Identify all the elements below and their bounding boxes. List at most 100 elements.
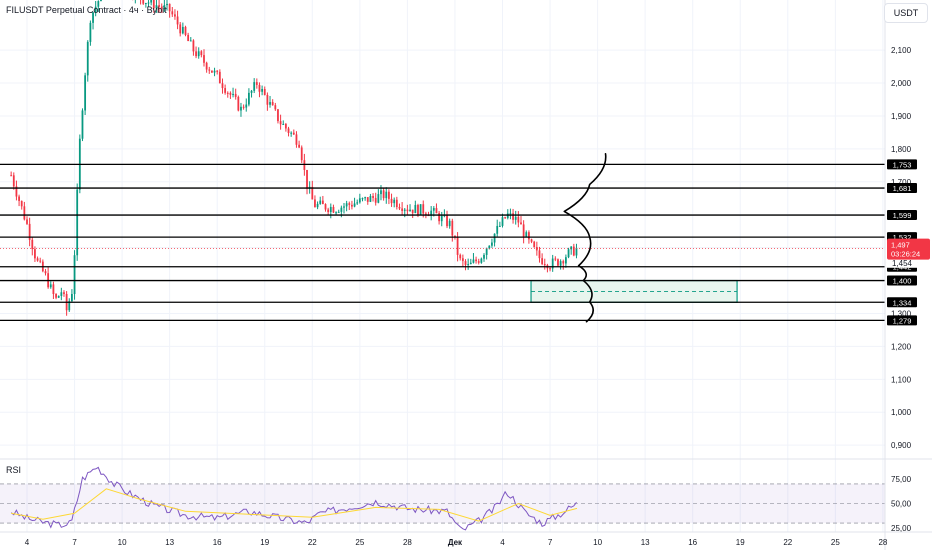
candle-body [414,204,417,214]
candle-body [68,301,71,311]
candle-body [195,51,197,57]
candle-body [282,123,285,125]
candle-body [504,217,507,219]
candle-body [211,70,213,73]
candle-body [377,194,380,203]
candle-body [142,0,145,4]
level-label-bg [887,183,917,194]
rsi-pane [0,458,932,531]
candle-body [306,169,308,189]
candle-body [295,134,298,145]
candle-body [475,259,477,262]
candle-body [97,1,100,7]
candle-body [197,51,200,57]
level-label: 1,753 [893,160,912,169]
candle-body [166,3,168,6]
candle-body [266,94,269,105]
candle-body [369,196,372,202]
candle-body [279,121,282,125]
candle-body [335,212,337,214]
candle-body [512,213,514,220]
candle-body [419,204,422,216]
candle-body [570,246,573,250]
candle-body [203,55,205,63]
currency-button[interactable]: USDT [884,3,928,23]
time-tick-label: 25 [355,538,364,547]
candle-body [311,186,314,200]
candle-body [483,254,485,259]
candle-body [63,292,65,294]
candle-body [229,92,232,95]
candle-body [459,254,462,259]
level-label: 1,532 [893,233,912,242]
candle-body [274,105,277,110]
candle-body [382,190,385,199]
candle-body [557,259,559,266]
candle-body [469,262,472,265]
candle-body [522,224,525,237]
candle-body [417,204,419,216]
price-tick-label: 2,100 [891,46,912,55]
level-label-bg [887,210,917,221]
candle-body [432,208,435,211]
candle-body [100,0,102,2]
candle-body [218,71,221,84]
candle-body [496,225,499,234]
rsi-tick-label: 50,00 [891,500,912,509]
candle-body [163,5,166,9]
candle-body [55,294,57,298]
countdown-label: 03:26:24 [891,250,920,259]
candle-body [385,191,388,199]
candle-body [467,264,470,266]
candle-body [430,210,433,216]
candle-body [374,197,377,203]
candle-body [565,257,567,264]
candle-body [234,93,237,97]
candle-body [49,284,52,288]
candle-body [406,209,409,212]
candle-body [316,203,319,208]
candle-body [160,6,163,9]
candle-body [23,206,26,220]
candle-body [250,90,253,93]
candle-body [422,204,425,214]
time-tick-label: 10 [593,538,602,547]
candle-body [150,0,153,3]
level-label: 1,334 [893,298,912,307]
candle-body [451,220,454,236]
candle-body [329,206,332,213]
candle-body [572,246,575,256]
candle-body [94,6,97,13]
candle-body [258,84,261,92]
candle-body [71,294,73,302]
price-labels: 1,7531,6811,5991,5321,4421,4001,3341,279… [887,159,930,326]
candle-body [158,5,160,7]
candle-body [388,191,390,199]
candle-body [179,24,182,34]
candle-body [472,259,475,263]
candle-body [480,258,483,263]
time-tick-label: 22 [783,538,792,547]
candle-body [340,207,343,212]
candle-body [348,203,351,205]
candle-body [533,241,536,248]
candle-body [36,258,39,261]
candle-body [86,41,89,76]
candle-body [89,22,92,42]
level-label: 1,599 [893,211,912,220]
candle-body [226,92,229,94]
candle-body [498,225,501,227]
candle-body [488,245,491,249]
candle-body [28,223,31,240]
candle-body [491,242,493,246]
candle-body [398,206,401,209]
level-label: 1,681 [893,184,912,193]
candle-body [541,258,544,265]
time-tick-label: 4 [25,538,30,547]
candle-body [332,206,335,213]
candle-body [353,203,356,207]
candle-body [81,110,84,139]
candle-body [424,213,427,216]
price-tick-label: 1,200 [891,342,912,351]
